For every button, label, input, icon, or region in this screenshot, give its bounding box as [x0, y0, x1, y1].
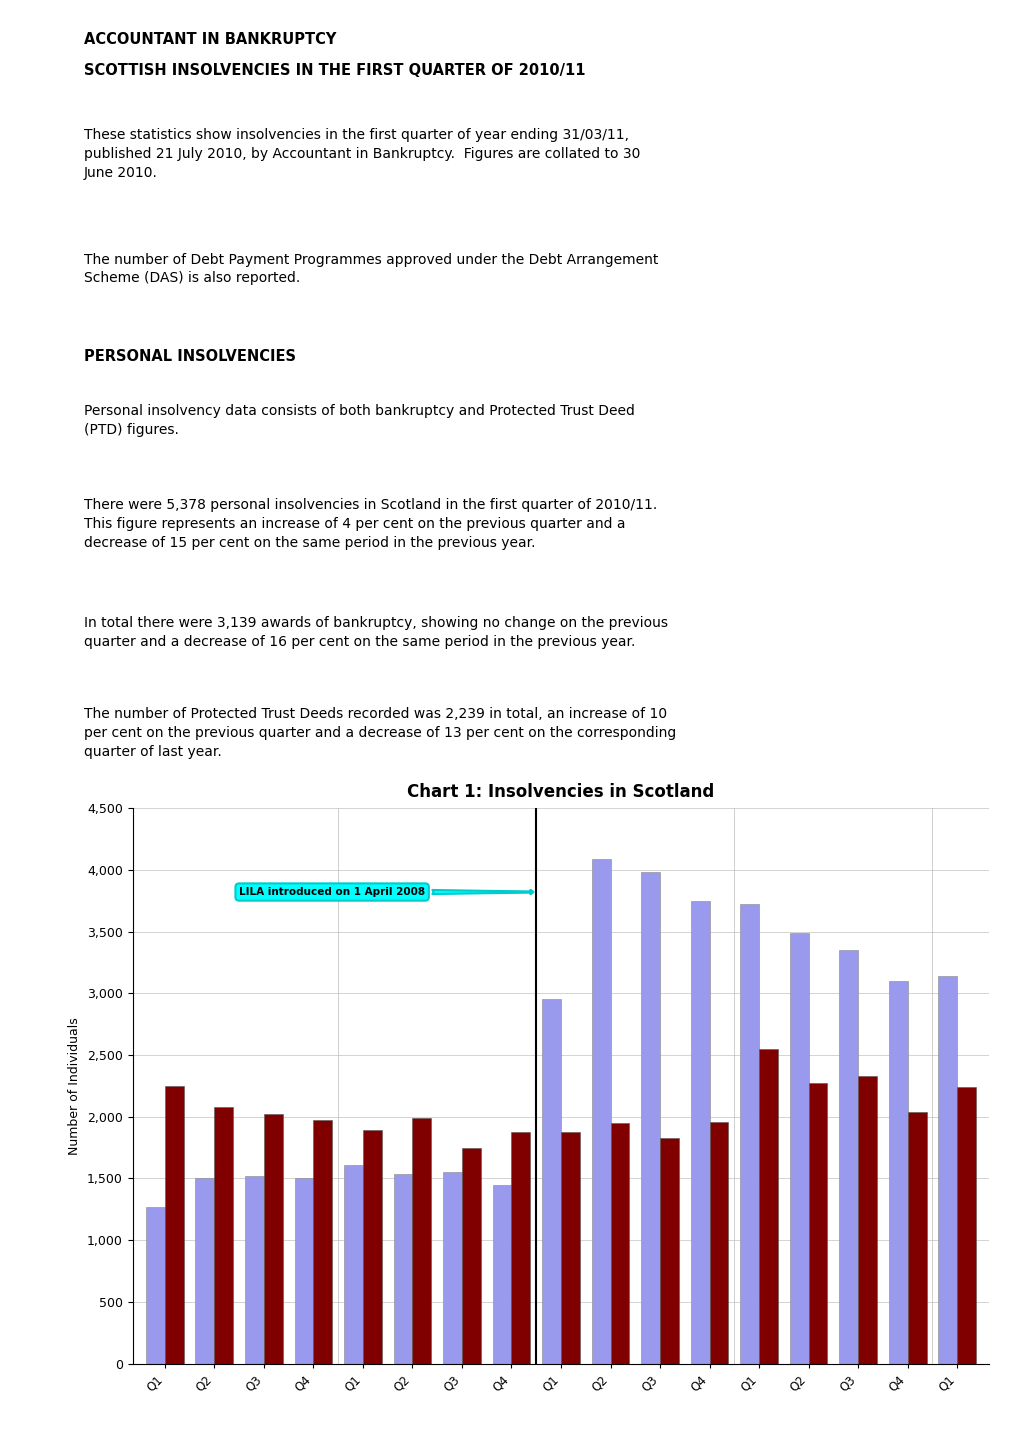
Bar — [937, 975, 956, 1364]
Bar — [907, 1111, 925, 1364]
Bar — [956, 1087, 975, 1364]
Text: In total there were 3,139 awards of bankruptcy, showing no change on the previou: In total there were 3,139 awards of bank… — [84, 616, 667, 649]
Bar — [610, 1123, 629, 1364]
Bar — [165, 1085, 183, 1364]
Bar — [343, 1165, 363, 1364]
Title: Chart 1: Insolvencies in Scotland: Chart 1: Insolvencies in Scotland — [407, 784, 714, 801]
Text: Personal insolvency data consists of both bankruptcy and Protected Trust Deed
(P: Personal insolvency data consists of bot… — [84, 404, 634, 437]
Bar — [245, 1176, 264, 1364]
Bar — [709, 1121, 728, 1364]
Bar — [758, 1049, 777, 1364]
Bar — [294, 1179, 313, 1364]
Bar — [808, 1084, 826, 1364]
Text: ACCOUNTANT IN BANKRUPTCY: ACCOUNTANT IN BANKRUPTCY — [84, 32, 335, 46]
Bar — [560, 1131, 579, 1364]
Text: The number of Protected Trust Deeds recorded was 2,239 in total, an increase of : The number of Protected Trust Deeds reco… — [84, 707, 676, 759]
Text: The number of Debt Payment Programmes approved under the Debt Arrangement
Scheme: The number of Debt Payment Programmes ap… — [84, 253, 657, 286]
Bar — [641, 872, 659, 1364]
Bar — [591, 859, 610, 1364]
Bar — [690, 900, 709, 1364]
Bar — [789, 932, 808, 1364]
Text: These statistics show insolvencies in the first quarter of year ending 31/03/11,: These statistics show insolvencies in th… — [84, 128, 639, 180]
Bar — [659, 1137, 679, 1364]
Bar — [442, 1172, 462, 1364]
Bar — [740, 905, 758, 1364]
Bar — [313, 1120, 332, 1364]
Bar — [462, 1147, 480, 1364]
Text: There were 5,378 personal insolvencies in Scotland in the first quarter of 2010/: There were 5,378 personal insolvencies i… — [84, 498, 656, 550]
Bar — [363, 1130, 381, 1364]
Bar — [196, 1179, 214, 1364]
Bar — [511, 1131, 530, 1364]
Bar — [839, 949, 857, 1364]
Bar — [888, 981, 907, 1364]
Text: LILA introduced on 1 April 2008: LILA introduced on 1 April 2008 — [238, 887, 533, 898]
Bar — [412, 1118, 431, 1364]
Y-axis label: Number of Individuals: Number of Individuals — [68, 1017, 82, 1154]
Bar — [857, 1076, 876, 1364]
Bar — [542, 1000, 560, 1364]
Bar — [146, 1206, 165, 1364]
Bar — [214, 1107, 233, 1364]
Bar — [393, 1173, 412, 1364]
Bar — [264, 1114, 282, 1364]
Bar — [492, 1185, 511, 1364]
Text: SCOTTISH INSOLVENCIES IN THE FIRST QUARTER OF 2010/11: SCOTTISH INSOLVENCIES IN THE FIRST QUART… — [84, 63, 585, 78]
Text: PERSONAL INSOLVENCIES: PERSONAL INSOLVENCIES — [84, 349, 296, 364]
